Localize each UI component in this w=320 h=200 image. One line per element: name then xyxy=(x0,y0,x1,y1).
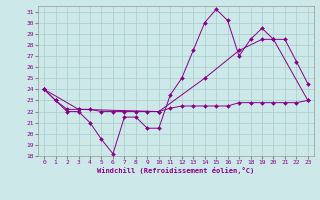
X-axis label: Windchill (Refroidissement éolien,°C): Windchill (Refroidissement éolien,°C) xyxy=(97,167,255,174)
